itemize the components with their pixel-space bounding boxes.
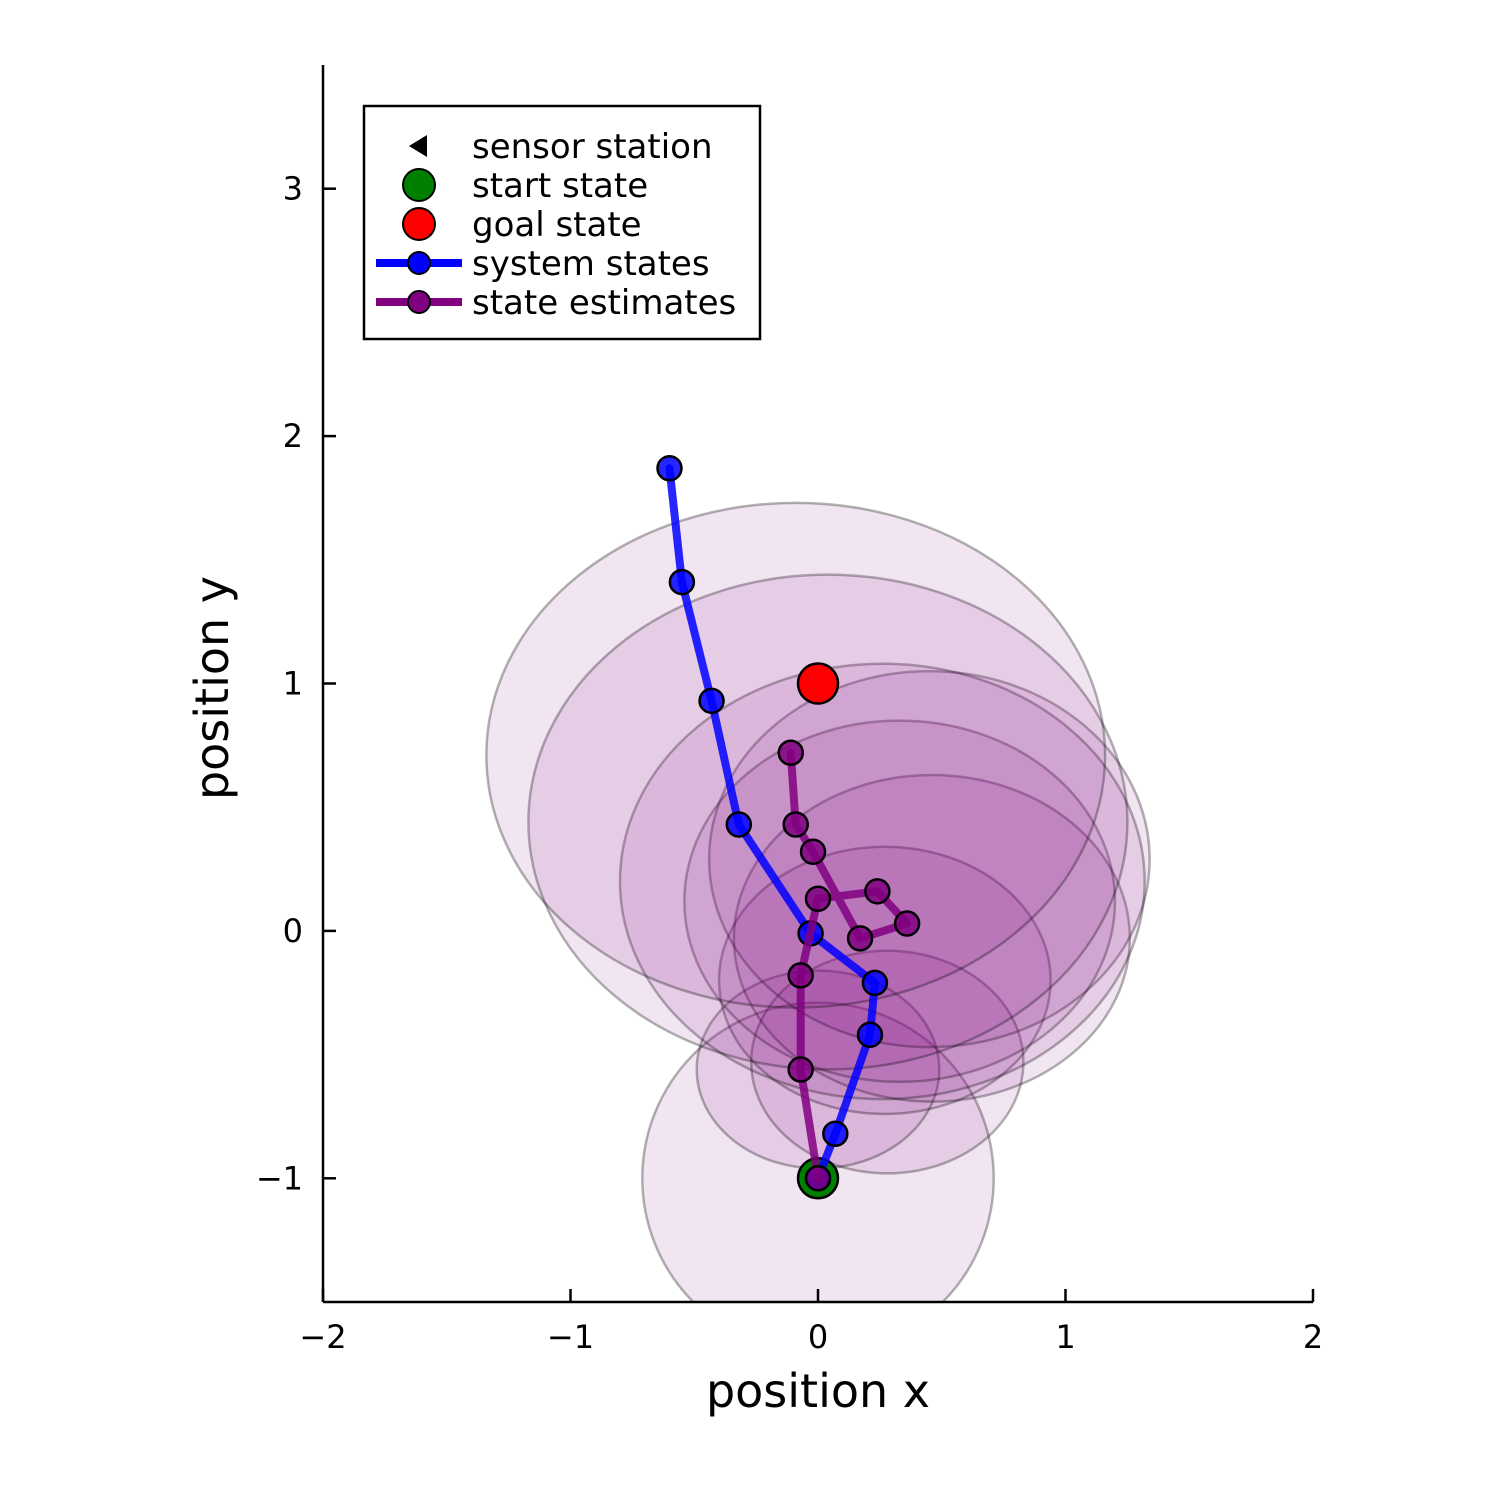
state-estimate-point	[777, 739, 805, 767]
legend-label: system states	[472, 244, 710, 284]
system-state-point	[822, 1120, 849, 1148]
legend-symbol-circle-icon	[402, 168, 436, 202]
x-tick-label: −2	[299, 1318, 346, 1356]
y-tick-label: 1	[283, 665, 303, 703]
goal-state-point	[796, 662, 840, 705]
uncertainty-ellipse	[641, 1001, 995, 1302]
legend-symbol-sensor-station-icon	[409, 135, 427, 157]
uncertainty-ellipse	[732, 773, 1132, 1103]
legend-label: goal state	[472, 205, 642, 245]
x-tick-label: −1	[547, 1318, 594, 1356]
legend-label: sensor station	[472, 127, 713, 167]
ticks: −2 −1 0 1 2 −1 0 1 2 3	[256, 170, 1323, 1356]
legend-symbol-marker-icon	[407, 290, 431, 314]
state-estimate-point	[799, 838, 827, 865]
system-state-point	[698, 687, 725, 715]
state-estimate-point	[782, 811, 809, 838]
state-estimate-point	[893, 910, 921, 937]
state-estimate-point	[846, 925, 874, 952]
legend-symbol-circle-icon	[402, 207, 436, 241]
state-estimate-point	[787, 1056, 814, 1083]
x-tick-label: 1	[1055, 1318, 1075, 1356]
uncertainty-ellipse	[749, 949, 1025, 1175]
legend-symbol-marker-icon	[407, 251, 431, 275]
system-state-point	[725, 811, 753, 838]
x-axis-label: position x	[706, 1364, 930, 1418]
x-tick-label: 2	[1303, 1318, 1323, 1356]
uncertainty-ellipse	[527, 573, 1129, 1071]
y-tick-label: 3	[283, 170, 303, 208]
y-tick-label: 2	[283, 417, 303, 455]
series-layer	[656, 455, 921, 1200]
state-estimate-point	[864, 878, 891, 905]
y-axis-label: position y	[185, 576, 239, 800]
y-tick-label: 0	[283, 912, 303, 950]
x-tick-label: 0	[808, 1318, 828, 1356]
state-estimates-line	[786, 748, 912, 1183]
state-estimate-point	[787, 962, 814, 989]
system-state-point	[856, 1021, 884, 1049]
system-state-point	[668, 568, 696, 596]
uncertainty-ellipse	[707, 669, 1151, 1049]
system-state-point	[656, 455, 683, 482]
system-state-point	[861, 969, 889, 997]
legend-label: state estimates	[472, 283, 736, 323]
y-tick-label: −1	[256, 1159, 303, 1197]
state-estimate-point	[804, 885, 832, 912]
legend-label: start state	[472, 166, 648, 206]
state-estimate-point	[804, 1165, 832, 1192]
